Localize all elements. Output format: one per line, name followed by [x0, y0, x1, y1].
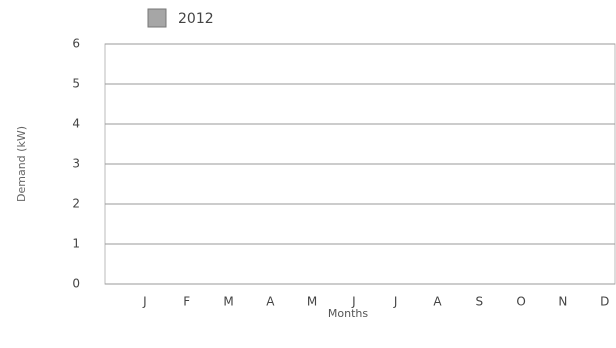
legend-label: 2012: [178, 11, 214, 27]
y-tick-label: 5: [72, 77, 80, 91]
x-tick-label: A: [266, 295, 275, 309]
x-tick-label: O: [516, 295, 525, 309]
y-tick-label: 6: [72, 37, 80, 51]
x-tick-label: F: [183, 295, 190, 309]
x-tick-label: S: [475, 295, 483, 309]
x-tick-label: N: [558, 295, 567, 309]
y-tick-label: 4: [72, 117, 80, 131]
y-axis-label: Demand (kW): [15, 126, 28, 202]
y-tick-label: 0: [72, 277, 80, 291]
y-tick-label: 3: [72, 157, 80, 171]
x-tick-label: M: [223, 295, 233, 309]
x-tick-label: M: [307, 295, 317, 309]
x-axis-label: Months: [328, 307, 368, 320]
y-tick-label: 2: [72, 197, 80, 211]
x-tick-label: A: [433, 295, 442, 309]
x-tick-label: D: [600, 295, 609, 309]
x-tick-label: J: [393, 295, 398, 309]
y-tick-label: 1: [72, 237, 80, 251]
x-tick-label: J: [351, 295, 356, 309]
legend-swatch: [147, 8, 167, 28]
x-tick-label: J: [142, 295, 147, 309]
